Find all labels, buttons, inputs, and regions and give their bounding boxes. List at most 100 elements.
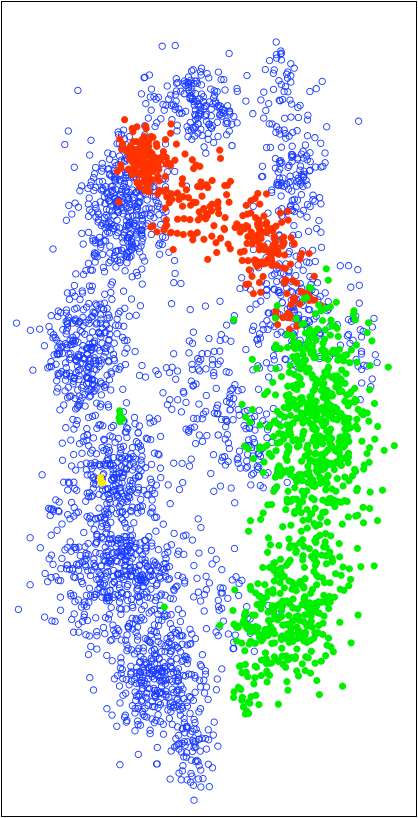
- data-point: [134, 200, 142, 208]
- data-point: [210, 347, 218, 356]
- data-point: [204, 695, 212, 704]
- data-point: [204, 135, 212, 143]
- data-point: [122, 424, 131, 432]
- data-point: [188, 156, 196, 164]
- data-point: [345, 437, 353, 446]
- data-point: [347, 639, 355, 647]
- data-point: [292, 182, 301, 190]
- data-point: [100, 329, 109, 337]
- data-point: [323, 499, 331, 507]
- data-point: [188, 772, 196, 780]
- data-point: [287, 113, 295, 121]
- data-point: [326, 579, 334, 587]
- data-point: [156, 464, 165, 472]
- data-point: [150, 417, 158, 425]
- data-point: [273, 407, 281, 415]
- data-point: [160, 603, 168, 611]
- data-point: [150, 214, 158, 222]
- data-point: [82, 497, 90, 505]
- data-point: [103, 524, 111, 533]
- data-point: [62, 216, 71, 224]
- data-point: [143, 636, 152, 644]
- data-point: [189, 123, 197, 132]
- data-point: [93, 645, 101, 653]
- data-point: [302, 152, 311, 160]
- data-point: [190, 796, 198, 804]
- data-point: [72, 466, 80, 474]
- data-point: [281, 413, 289, 421]
- data-point: [121, 552, 129, 560]
- data-point: [221, 86, 229, 94]
- data-point: [315, 609, 323, 617]
- data-point: [368, 375, 376, 383]
- data-point: [106, 257, 115, 265]
- data-point: [293, 645, 301, 653]
- data-point: [346, 359, 354, 367]
- data-point: [321, 368, 329, 376]
- data-point: [62, 306, 71, 314]
- data-point: [117, 462, 126, 470]
- data-point: [192, 112, 200, 120]
- data-point: [121, 561, 129, 569]
- data-point: [152, 566, 160, 575]
- data-point: [69, 628, 78, 636]
- data-point: [92, 320, 100, 328]
- data-point: [182, 753, 191, 761]
- data-point: [319, 339, 327, 347]
- data-point: [108, 295, 116, 304]
- data-point: [280, 584, 289, 592]
- data-point: [101, 575, 110, 584]
- data-point: [177, 279, 185, 288]
- data-point: [105, 610, 113, 619]
- data-point: [100, 237, 108, 245]
- data-point: [238, 696, 246, 704]
- data-point: [86, 674, 94, 682]
- data-point: [289, 419, 297, 427]
- data-point: [138, 265, 146, 273]
- data-point: [259, 563, 267, 572]
- data-point: [192, 725, 200, 733]
- data-point: [282, 70, 291, 78]
- data-point: [262, 655, 270, 663]
- data-point: [265, 616, 273, 624]
- data-point: [298, 457, 306, 465]
- data-point: [167, 708, 175, 716]
- data-point: [214, 742, 222, 750]
- data-point: [71, 199, 79, 207]
- data-point: [247, 692, 255, 701]
- data-point: [349, 336, 357, 344]
- data-point: [108, 207, 117, 215]
- data-point: [118, 473, 126, 482]
- data-point: [261, 581, 269, 589]
- data-point: [120, 493, 128, 501]
- data-point: [89, 434, 98, 442]
- data-point: [317, 163, 325, 171]
- data-point: [282, 454, 290, 462]
- data-point: [246, 305, 254, 313]
- data-point: [270, 487, 278, 496]
- data-point: [87, 178, 95, 186]
- data-point: [195, 400, 203, 408]
- data-point: [273, 330, 281, 339]
- data-point: [149, 703, 157, 711]
- data-point: [247, 231, 255, 239]
- data-point: [104, 443, 113, 451]
- data-point: [314, 573, 323, 581]
- data-point: [244, 673, 252, 681]
- data-point: [151, 513, 159, 522]
- data-point: [255, 278, 264, 287]
- data-point: [197, 64, 206, 72]
- data-point: [353, 544, 362, 553]
- data-point: [188, 536, 197, 544]
- data-point: [152, 527, 160, 535]
- data-point: [97, 562, 105, 570]
- data-point: [47, 363, 56, 371]
- data-point: [134, 244, 143, 253]
- data-point: [210, 87, 218, 95]
- data-point: [180, 714, 188, 723]
- data-point: [289, 603, 297, 612]
- data-point: [100, 436, 109, 444]
- data-point: [347, 346, 356, 354]
- data-point: [79, 580, 87, 588]
- data-point: [216, 357, 224, 365]
